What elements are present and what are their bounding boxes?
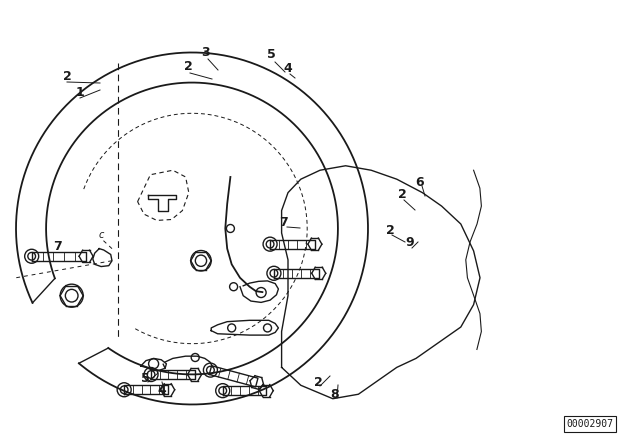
Text: 3: 3	[202, 47, 211, 60]
Text: 1: 1	[76, 86, 84, 99]
Text: 8: 8	[331, 388, 339, 401]
Text: 5: 5	[141, 371, 149, 384]
Text: 6: 6	[416, 176, 424, 189]
Text: 2: 2	[314, 375, 323, 388]
Text: 00002907: 00002907	[566, 419, 614, 429]
Text: 7: 7	[54, 241, 62, 254]
Text: c: c	[99, 230, 104, 240]
Text: 4: 4	[157, 383, 166, 396]
Text: 9: 9	[406, 237, 414, 250]
Text: 2: 2	[63, 70, 72, 83]
Text: 7: 7	[278, 216, 287, 229]
Text: 5: 5	[267, 48, 275, 61]
Text: 4: 4	[284, 61, 292, 74]
Text: 2: 2	[184, 60, 193, 73]
Text: 2: 2	[386, 224, 394, 237]
Text: 2: 2	[397, 189, 406, 202]
